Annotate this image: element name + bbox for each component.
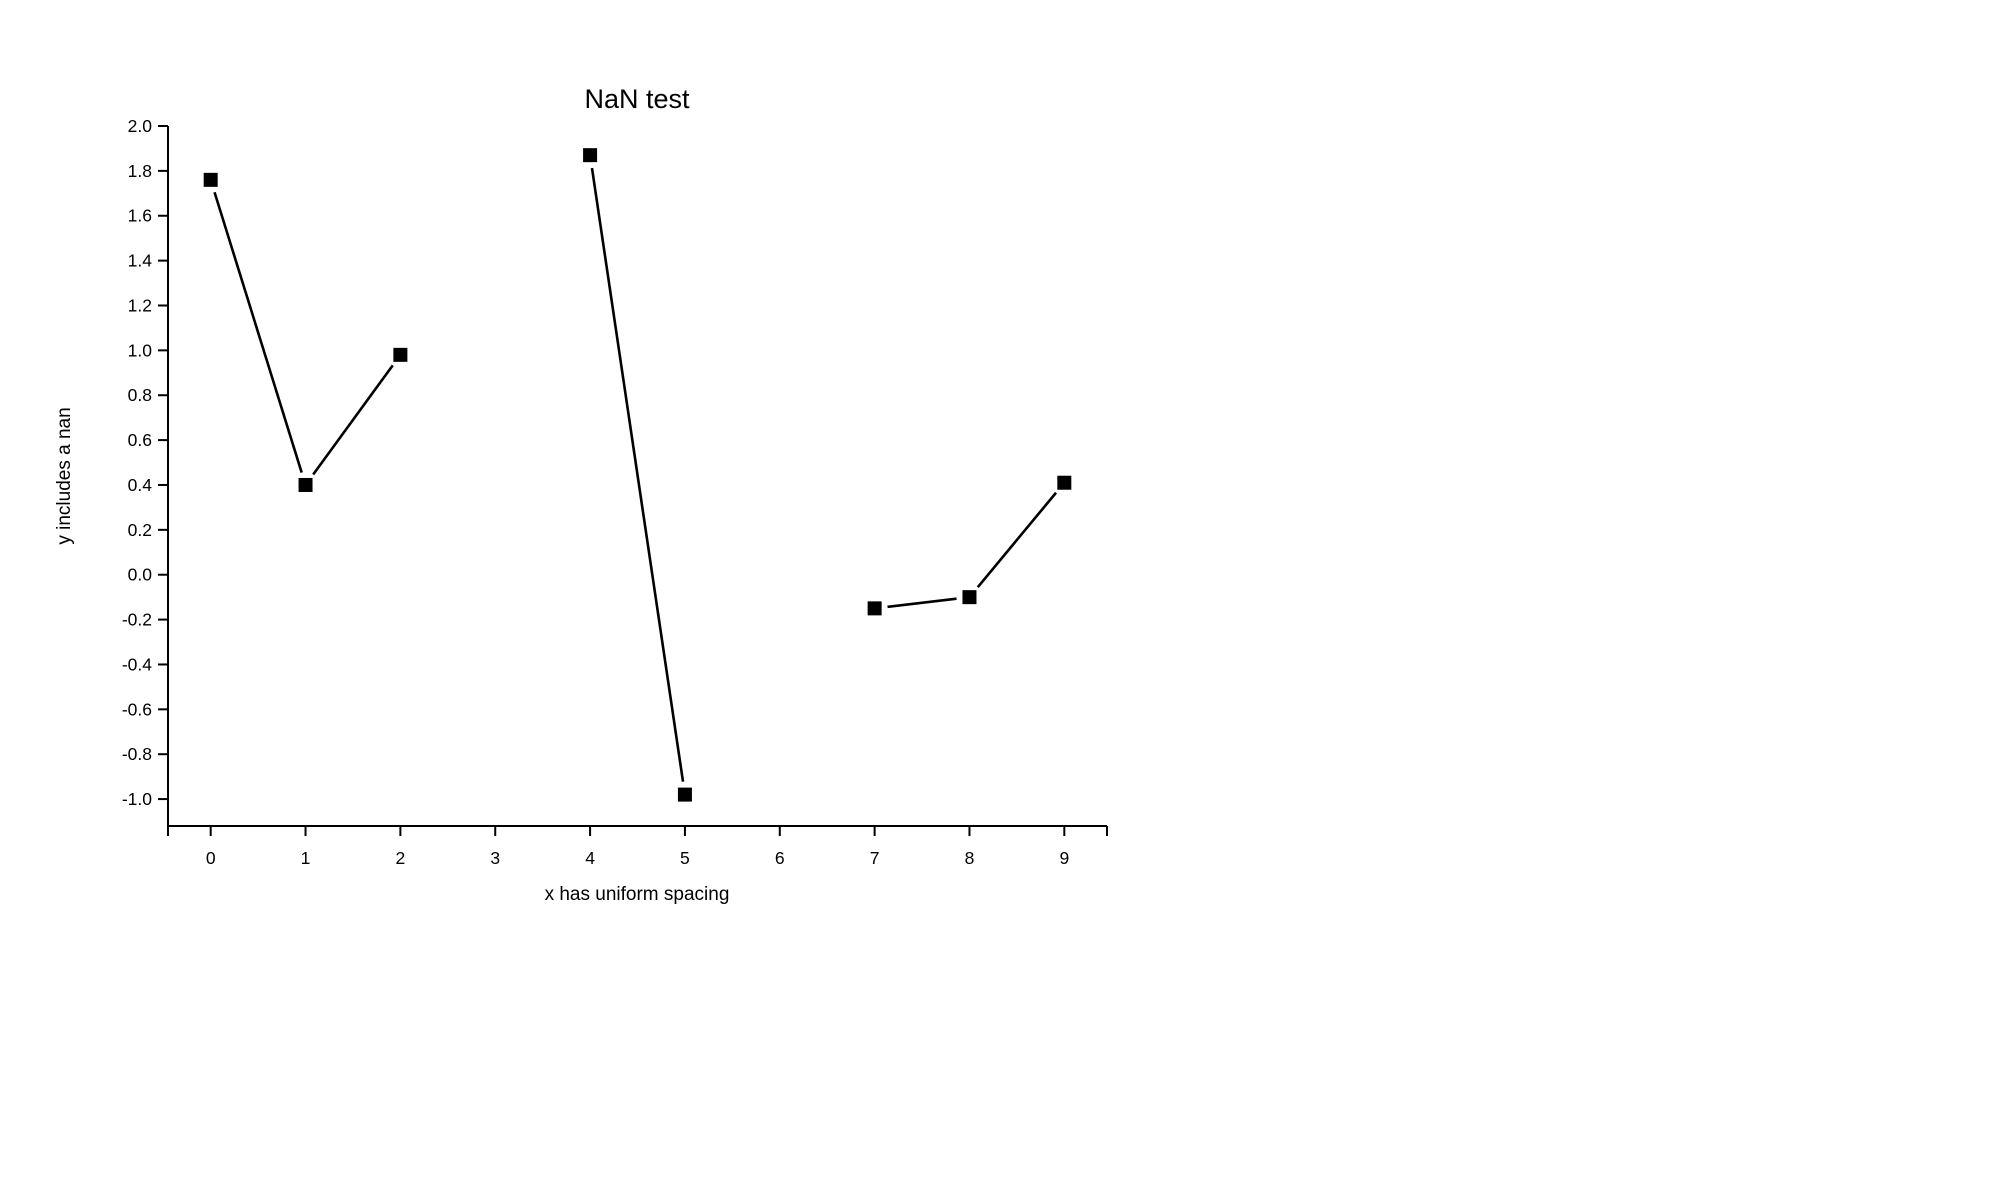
x-tick-label: 6 [775, 848, 785, 868]
x-tick-label: 3 [490, 848, 500, 868]
y-tick-label: 0.8 [128, 385, 152, 405]
series-points [203, 148, 1072, 802]
y-tick-label: 0.0 [128, 565, 153, 585]
series-line-segment [887, 597, 957, 609]
x-ticks: 0 1 2 3 4 5 6 7 8 9 [167, 826, 1108, 868]
x-tick-label: 0 [206, 848, 216, 868]
x-tick-label: 9 [1059, 848, 1069, 868]
y-tick-label: -0.6 [122, 699, 152, 719]
y-tick-label: 1.2 [128, 295, 152, 315]
y-axis-label: y includes a nan [54, 407, 75, 544]
y-tick-label: 0.2 [128, 520, 152, 540]
data-point-marker [1057, 475, 1072, 490]
series-lines [213, 167, 1058, 782]
x-tick-label: 1 [301, 848, 311, 868]
data-point-marker [962, 590, 977, 605]
y-tick-label: 1.6 [128, 206, 152, 226]
y-tick-label: -1.0 [122, 789, 152, 809]
series-line-segment [213, 191, 303, 473]
series-line-segment [976, 491, 1058, 588]
data-point-marker [203, 172, 218, 187]
y-ticks: 2.0 1.8 1.6 1.4 1.2 1.0 0.8 0.6 0.4 0.2 0.0 -0.2 -0.… [122, 116, 168, 809]
y-tick-label: 0.6 [128, 430, 152, 450]
data-point-marker [677, 787, 692, 802]
y-tick-label: 1.8 [128, 161, 152, 181]
x-tick-label: 4 [585, 848, 595, 868]
series-line-segment [590, 167, 685, 782]
data-point-marker [867, 601, 882, 616]
x-axis-label: x has uniform spacing [545, 884, 730, 905]
x-tick-label: 2 [396, 848, 406, 868]
x-tick-label: 5 [680, 848, 690, 868]
y-tick-label: 0.4 [128, 475, 153, 495]
series-line-segment [312, 364, 394, 476]
chart-title: NaN test [584, 84, 690, 114]
y-tick-label: 1.0 [128, 340, 153, 360]
x-tick-label: 8 [965, 848, 975, 868]
data-point-marker [583, 148, 598, 163]
y-tick-label: 1.4 [128, 251, 153, 271]
y-tick-label: 2.0 [128, 116, 153, 136]
y-tick-label: -0.4 [122, 654, 152, 674]
data-point-marker [298, 477, 313, 492]
y-tick-label: -0.2 [122, 610, 152, 630]
x-tick-label: 7 [870, 848, 880, 868]
y-tick-label: -0.8 [122, 744, 152, 764]
data-point-marker [393, 347, 408, 362]
